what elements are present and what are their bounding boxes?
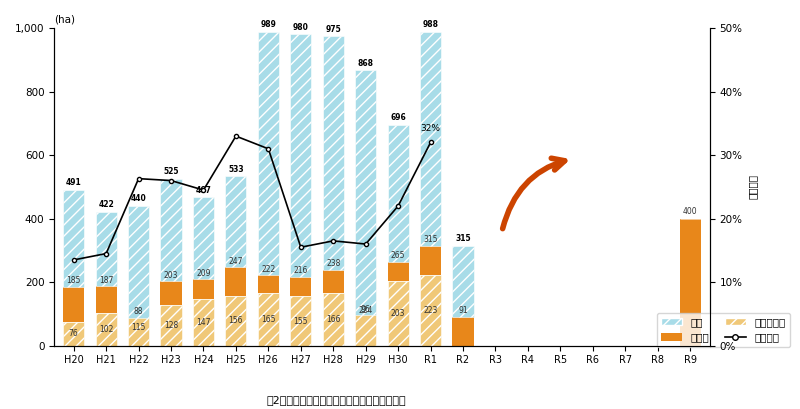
Bar — [258, 293, 279, 346]
Text: 187: 187 — [99, 276, 114, 285]
Bar — [95, 313, 117, 346]
Bar — [193, 279, 214, 299]
Bar — [679, 219, 701, 346]
Text: 185: 185 — [66, 276, 81, 285]
Text: 247: 247 — [229, 256, 243, 265]
Bar — [128, 206, 149, 318]
Bar — [453, 246, 474, 317]
Text: 315: 315 — [455, 234, 471, 243]
Text: 128: 128 — [164, 321, 178, 330]
Text: 440: 440 — [130, 194, 146, 203]
Text: 980: 980 — [293, 23, 309, 32]
Text: 238: 238 — [326, 259, 341, 268]
Bar — [290, 34, 311, 277]
Text: 147: 147 — [196, 318, 210, 327]
Bar — [453, 317, 474, 346]
Bar — [226, 267, 246, 296]
Bar — [258, 31, 279, 275]
Bar — [355, 70, 376, 315]
Bar — [290, 297, 311, 346]
Text: 467: 467 — [195, 186, 211, 195]
Bar — [355, 274, 376, 346]
Text: 166: 166 — [326, 315, 341, 324]
Bar — [193, 198, 214, 279]
Bar — [420, 246, 441, 275]
Text: 165: 165 — [261, 315, 276, 324]
Text: 76: 76 — [69, 329, 78, 338]
Bar — [63, 190, 84, 287]
Bar — [226, 176, 246, 267]
Bar — [420, 32, 441, 246]
Text: 91: 91 — [458, 306, 468, 315]
Bar — [322, 36, 344, 270]
Text: 868: 868 — [358, 58, 374, 67]
Text: 216: 216 — [294, 267, 308, 276]
Text: 224: 224 — [358, 306, 373, 315]
Bar — [387, 281, 409, 346]
Text: 32%: 32% — [421, 124, 441, 133]
Bar — [63, 287, 84, 321]
Bar — [161, 179, 182, 281]
Y-axis label: 再造林率: 再造林率 — [748, 174, 758, 200]
Bar — [290, 277, 311, 297]
Bar — [161, 281, 182, 305]
Text: 88: 88 — [134, 307, 143, 316]
Bar — [387, 125, 409, 261]
Text: 988: 988 — [422, 20, 438, 29]
Text: 図2　主伐面積，造林面積及び再造林率の推移: 図2 主伐面積，造林面積及び再造林率の推移 — [266, 395, 406, 405]
Bar — [95, 286, 117, 313]
Text: 491: 491 — [66, 178, 82, 187]
Legend: 主伐, 再造林, 拡大造林等, 再造林率: 主伐, 再造林, 拡大造林等, 再造林率 — [658, 313, 790, 347]
Bar — [161, 305, 182, 346]
Text: 115: 115 — [131, 323, 146, 332]
Bar — [128, 309, 149, 346]
Text: 223: 223 — [423, 306, 438, 315]
Text: 96: 96 — [361, 305, 370, 314]
Text: 156: 156 — [229, 317, 243, 326]
Text: (ha): (ha) — [54, 15, 75, 25]
Text: 696: 696 — [390, 113, 406, 122]
Text: 155: 155 — [294, 317, 308, 326]
Text: 400: 400 — [683, 207, 698, 216]
Text: 203: 203 — [164, 271, 178, 280]
Text: 265: 265 — [391, 251, 406, 260]
Bar — [387, 261, 409, 281]
Bar — [258, 275, 279, 293]
Text: 209: 209 — [196, 269, 210, 278]
Text: 102: 102 — [99, 325, 114, 334]
Text: 525: 525 — [163, 167, 178, 176]
Bar — [322, 270, 344, 293]
Text: 989: 989 — [261, 20, 276, 29]
Text: 975: 975 — [326, 25, 341, 34]
Bar — [226, 296, 246, 346]
Bar — [193, 299, 214, 346]
Text: 533: 533 — [228, 165, 244, 174]
Bar — [63, 321, 84, 346]
Text: 203: 203 — [391, 309, 406, 318]
Text: 315: 315 — [423, 235, 438, 244]
Bar — [420, 275, 441, 346]
Text: 222: 222 — [262, 265, 275, 274]
Bar — [95, 212, 117, 286]
Bar — [322, 293, 344, 346]
Text: 422: 422 — [98, 200, 114, 209]
